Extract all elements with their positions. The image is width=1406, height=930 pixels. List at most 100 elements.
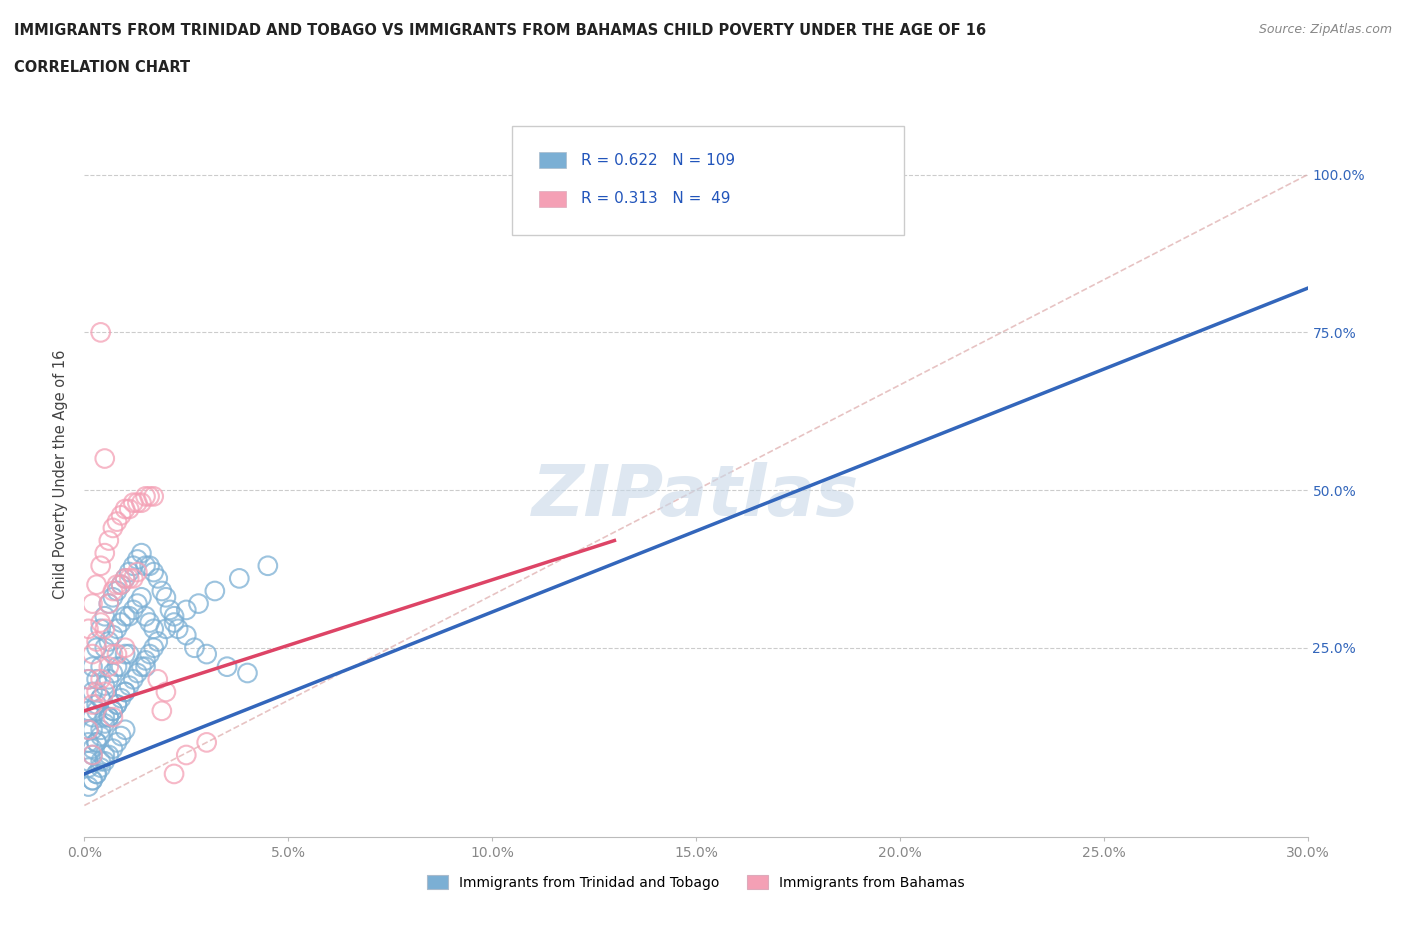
Point xyxy=(118,501,141,516)
Point xyxy=(110,578,132,592)
Point xyxy=(131,590,153,604)
Text: ZIPatlas: ZIPatlas xyxy=(533,461,859,530)
Point xyxy=(86,735,108,750)
Point xyxy=(86,684,108,699)
Bar xyxy=(540,191,567,206)
Point xyxy=(114,571,136,586)
Point xyxy=(86,698,108,712)
Text: Source: ZipAtlas.com: Source: ZipAtlas.com xyxy=(1258,23,1392,36)
Point xyxy=(97,634,120,649)
Point xyxy=(90,691,112,706)
Point xyxy=(86,735,108,750)
Point xyxy=(110,659,132,674)
Point xyxy=(163,615,186,630)
Point xyxy=(146,671,169,686)
Point xyxy=(105,659,128,674)
Point xyxy=(86,671,108,686)
Point xyxy=(101,521,124,536)
Point xyxy=(86,703,108,718)
Point xyxy=(93,641,115,656)
Point xyxy=(159,603,181,618)
Point xyxy=(82,773,104,788)
Point xyxy=(97,710,120,724)
Point xyxy=(122,558,145,573)
Point xyxy=(118,565,141,579)
Point xyxy=(195,646,218,661)
Point xyxy=(138,615,160,630)
Point xyxy=(228,571,250,586)
Text: IMMIGRANTS FROM TRINIDAD AND TOBAGO VS IMMIGRANTS FROM BAHAMAS CHILD POVERTY UND: IMMIGRANTS FROM TRINIDAD AND TOBAGO VS I… xyxy=(14,23,986,38)
Point xyxy=(90,659,112,674)
Point xyxy=(142,565,165,579)
Point xyxy=(86,766,108,781)
Point xyxy=(97,533,120,548)
Point xyxy=(101,703,124,718)
Point xyxy=(101,703,124,718)
Point xyxy=(93,710,115,724)
Point xyxy=(86,641,108,656)
Point xyxy=(138,646,160,661)
Point xyxy=(122,496,145,511)
Point xyxy=(135,489,157,504)
Point xyxy=(135,609,157,624)
Point xyxy=(146,571,169,586)
Point xyxy=(118,609,141,624)
Point xyxy=(77,735,100,750)
Point xyxy=(135,659,157,674)
Point xyxy=(93,716,115,731)
Point xyxy=(167,621,190,636)
Point xyxy=(90,558,112,573)
Point xyxy=(86,578,108,592)
Point xyxy=(101,628,124,643)
Legend: Immigrants from Trinidad and Tobago, Immigrants from Bahamas: Immigrants from Trinidad and Tobago, Imm… xyxy=(422,870,970,896)
Point xyxy=(90,728,112,743)
Point xyxy=(97,596,120,611)
Text: R = 0.313   N =  49: R = 0.313 N = 49 xyxy=(581,192,731,206)
Point xyxy=(257,558,280,573)
Point xyxy=(82,646,104,661)
Point xyxy=(82,684,104,699)
Point xyxy=(90,754,112,769)
Point xyxy=(127,596,149,611)
Point xyxy=(183,641,205,656)
Point xyxy=(114,684,136,699)
Point xyxy=(114,646,136,661)
Point xyxy=(93,609,115,624)
Point xyxy=(105,646,128,661)
Point xyxy=(155,590,177,604)
Point xyxy=(138,558,160,573)
Point xyxy=(86,634,108,649)
Point xyxy=(150,583,173,598)
Point xyxy=(110,728,132,743)
Point xyxy=(118,678,141,693)
Point xyxy=(97,659,120,674)
Point xyxy=(93,684,115,699)
Point xyxy=(114,641,136,656)
Point xyxy=(93,678,115,693)
Point xyxy=(236,666,259,681)
Point xyxy=(93,748,115,763)
Point xyxy=(127,552,149,567)
Point xyxy=(90,621,112,636)
Point xyxy=(90,760,112,775)
Point xyxy=(127,565,149,579)
Point xyxy=(97,748,120,763)
Point xyxy=(142,489,165,504)
Point xyxy=(101,646,124,661)
Point xyxy=(135,558,157,573)
Point xyxy=(127,496,149,511)
Point xyxy=(105,514,128,529)
Point xyxy=(90,325,112,339)
Point xyxy=(90,615,112,630)
Point xyxy=(105,621,128,636)
Point xyxy=(101,741,124,756)
Point xyxy=(101,590,124,604)
Point xyxy=(174,748,197,763)
FancyBboxPatch shape xyxy=(513,126,904,235)
Point xyxy=(110,691,132,706)
Point xyxy=(105,578,128,592)
Point xyxy=(93,546,115,561)
Point xyxy=(105,698,128,712)
Point xyxy=(77,621,100,636)
Point xyxy=(114,609,136,624)
